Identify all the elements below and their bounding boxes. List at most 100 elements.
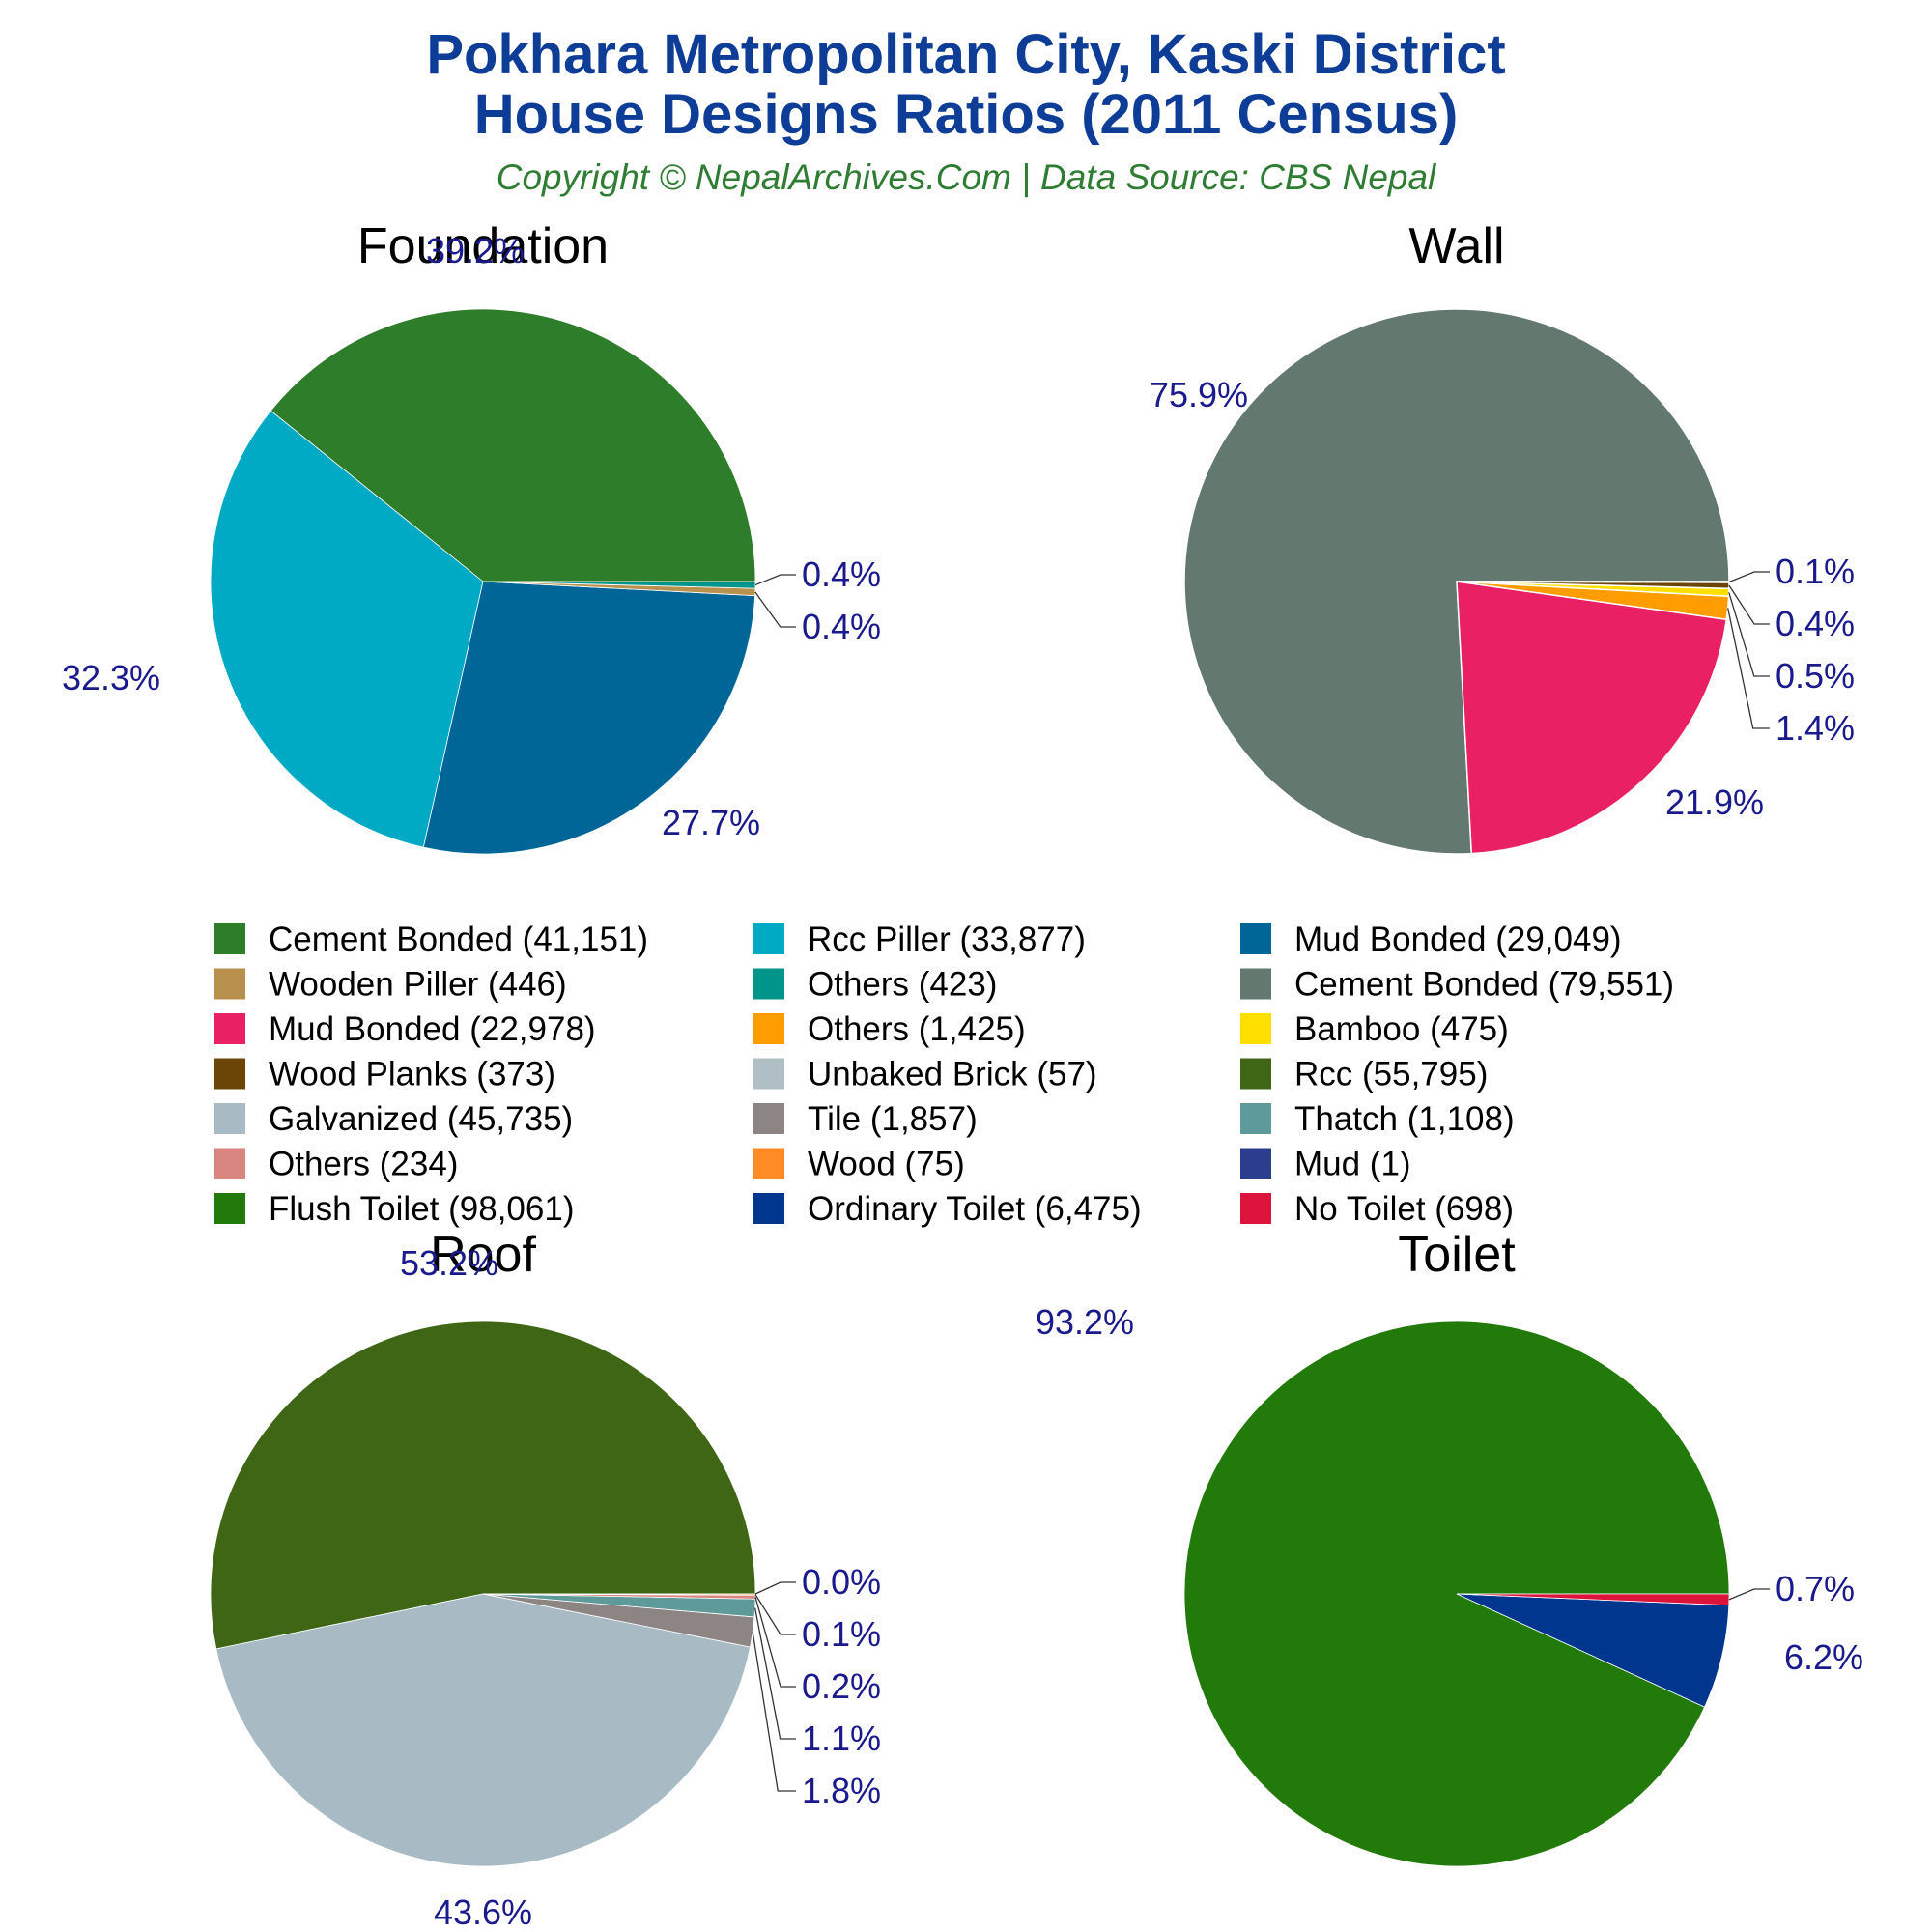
legend-label: Mud Bonded (22,978) <box>269 1010 596 1048</box>
pie-slice <box>1456 581 1728 855</box>
slice-label: 0.4% <box>1776 604 1855 643</box>
legend-label: Tile (1,857) <box>808 1100 978 1138</box>
legend-item: Mud (1) <box>1240 1146 1411 1183</box>
legend-item: Cement Bonded (79,551) <box>1240 966 1674 1004</box>
legend-item: Tile (1,857) <box>753 1100 978 1138</box>
legend-swatch <box>1240 1103 1271 1134</box>
legend-swatch <box>214 1103 245 1134</box>
legend-item: Bamboo (475) <box>1240 1010 1509 1048</box>
legend-item: Wooden Piller (446) <box>214 966 567 1004</box>
slice-label: 1.1% <box>802 1719 881 1758</box>
legend-swatch <box>753 923 784 954</box>
slice-label: 75.9% <box>1150 375 1248 414</box>
legend-item: Mud Bonded (29,049) <box>1240 921 1622 958</box>
legend-swatch <box>214 923 245 954</box>
slice-label: 21.9% <box>1665 782 1764 822</box>
legend-label: Cement Bonded (79,551) <box>1294 966 1674 1004</box>
legend-swatch <box>214 1148 245 1179</box>
leader-line <box>752 1632 796 1792</box>
slice-label: 0.2% <box>802 1666 881 1706</box>
legend-label: Unbaked Brick (57) <box>808 1056 1097 1094</box>
legend-swatch <box>214 968 245 1000</box>
leader-line <box>1728 571 1770 583</box>
legend-item: Wood Planks (373) <box>214 1056 555 1094</box>
legend-label: Others (1,425) <box>808 1010 1026 1048</box>
legend-item: Rcc (55,795) <box>1240 1056 1488 1094</box>
legend-item: Flush Toilet (98,061) <box>214 1190 574 1228</box>
legend-label: Others (234) <box>269 1146 458 1183</box>
chart-title-line1: Pokhara Metropolitan City, Kaski Distric… <box>426 23 1505 86</box>
legend-swatch <box>214 1193 245 1224</box>
slice-label: 0.1% <box>1776 552 1855 591</box>
legend-swatch <box>1240 968 1271 1000</box>
legend-swatch <box>1240 1058 1271 1090</box>
chart-title-line2: House Designs Ratios (2011 Census) <box>474 83 1459 146</box>
slice-label: 0.4% <box>802 607 881 646</box>
legend-label: Rcc Piller (33,877) <box>808 921 1086 958</box>
pie-slice <box>270 308 756 582</box>
legend-item: Others (423) <box>753 966 997 1004</box>
legend-item: Thatch (1,108) <box>1240 1100 1515 1138</box>
slice-label: 0.0% <box>802 1562 881 1602</box>
slice-label: 53.2% <box>400 1243 498 1283</box>
legend-label: Rcc (55,795) <box>1294 1056 1488 1094</box>
pie-title: Foundation <box>357 218 609 274</box>
leader-line <box>754 591 796 628</box>
legend-item: Mud Bonded (22,978) <box>214 1010 596 1048</box>
legend-item: Others (234) <box>214 1146 458 1183</box>
legend-swatch <box>1240 1013 1271 1044</box>
legend-item: Cement Bonded (41,151) <box>214 921 648 958</box>
legend-label: Wooden Piller (446) <box>269 966 567 1004</box>
chart-subtitle: Copyright © NepalArchives.Com | Data Sou… <box>497 157 1437 197</box>
leader-line <box>754 1581 796 1595</box>
legend-item: Ordinary Toilet (6,475) <box>753 1190 1142 1228</box>
legend-swatch <box>1240 923 1271 954</box>
leader-line <box>754 1594 796 1635</box>
pie-title: Wall <box>1408 218 1504 274</box>
legend-swatch <box>753 1103 784 1134</box>
legend-swatch <box>753 968 784 1000</box>
slice-label: 43.6% <box>434 1892 532 1932</box>
leader-line <box>1728 584 1770 625</box>
leader-line <box>1727 608 1770 729</box>
pie-wall: Wall 75.9% 21.9% 0.1% 0.4% 0.5% 1.4% <box>1150 218 1855 855</box>
legend-item: Rcc Piller (33,877) <box>753 921 1086 958</box>
leader-line <box>754 574 796 586</box>
legend-swatch <box>214 1058 245 1090</box>
leader-line <box>754 1597 796 1688</box>
legend-item: Others (1,425) <box>753 1010 1026 1048</box>
legend-swatch <box>753 1193 784 1224</box>
slice-label: 32.3% <box>62 658 160 697</box>
legend-swatch <box>214 1013 245 1044</box>
slice-label: 1.8% <box>802 1771 881 1810</box>
legend-label: Wood Planks (373) <box>269 1056 555 1094</box>
slice-label: 93.2% <box>1036 1302 1134 1342</box>
pie-slice <box>422 581 756 855</box>
legend-label: Thatch (1,108) <box>1294 1100 1515 1138</box>
pie-title: Toilet <box>1398 1227 1516 1283</box>
legend-label: Galvanized (45,735) <box>269 1100 573 1138</box>
leader-line <box>753 1607 796 1740</box>
legend-swatch <box>753 1013 784 1044</box>
leader-line <box>1728 1588 1770 1601</box>
pie-slice <box>210 1321 756 1650</box>
legend-label: Wood (75) <box>808 1146 965 1183</box>
pie-slice <box>210 410 484 848</box>
legend-label: Mud Bonded (29,049) <box>1294 921 1622 958</box>
slice-label: 27.7% <box>662 803 760 842</box>
legend-label: Ordinary Toilet (6,475) <box>808 1190 1142 1228</box>
legend-label: Others (423) <box>808 966 997 1004</box>
leader-line <box>1728 592 1770 677</box>
legend-label: Flush Toilet (98,061) <box>269 1190 574 1228</box>
slice-label: 0.7% <box>1776 1569 1855 1608</box>
legend-item: Unbaked Brick (57) <box>753 1056 1097 1094</box>
pie-toilet: Toilet 93.2% 6.2% 0.7% <box>1036 1227 1863 1867</box>
slice-label: 0.5% <box>1776 656 1855 696</box>
pie-slice <box>215 1593 752 1867</box>
pie-title: Roof <box>430 1227 536 1283</box>
legend-item: Wood (75) <box>753 1146 965 1183</box>
legend-swatch <box>1240 1148 1271 1179</box>
